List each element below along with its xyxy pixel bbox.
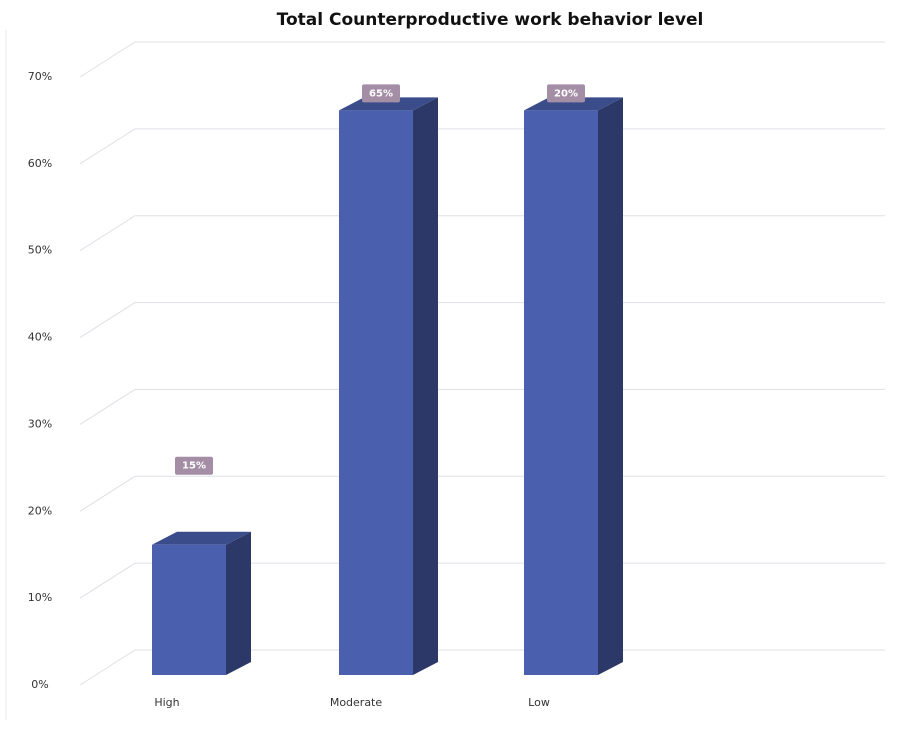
x-tick-label: Moderate [330,696,383,709]
grid-line [79,302,136,338]
bar [152,531,251,675]
grid-line [79,389,136,425]
y-tick-label: 30% [28,417,52,430]
grid-line [79,649,136,686]
grid-line [79,128,136,165]
grid-line [79,475,136,512]
data-label-box [175,456,213,475]
x-tick-label: Low [528,696,550,709]
data-label: 20% [554,88,578,99]
data-label: 15% [182,461,206,472]
bar-side [598,97,623,675]
bar-side [413,97,438,675]
bar [339,97,438,675]
x-tick-label: High [154,696,179,709]
bar-front [339,110,413,675]
y-tick-label: 60% [28,157,52,170]
data-label: 65% [369,88,393,99]
y-tick-label: 10% [28,591,52,604]
grid-line [79,41,136,78]
y-tick-label: 50% [28,244,52,257]
bar [524,97,623,675]
grid-line [79,215,136,252]
bar-top [152,531,251,545]
bar-front [524,110,598,675]
data-label-box [547,84,585,103]
data-label-box [362,84,400,103]
y-tick-label: 20% [28,504,52,517]
bar-front [152,544,226,675]
y-tick-label: 70% [28,70,52,83]
y-tick-label: 40% [28,331,52,344]
grid-line [79,562,136,599]
bar-side [226,531,251,675]
y-tick-label: 0% [31,678,48,691]
chart-title: Total Counterproductive work behavior le… [277,10,704,30]
